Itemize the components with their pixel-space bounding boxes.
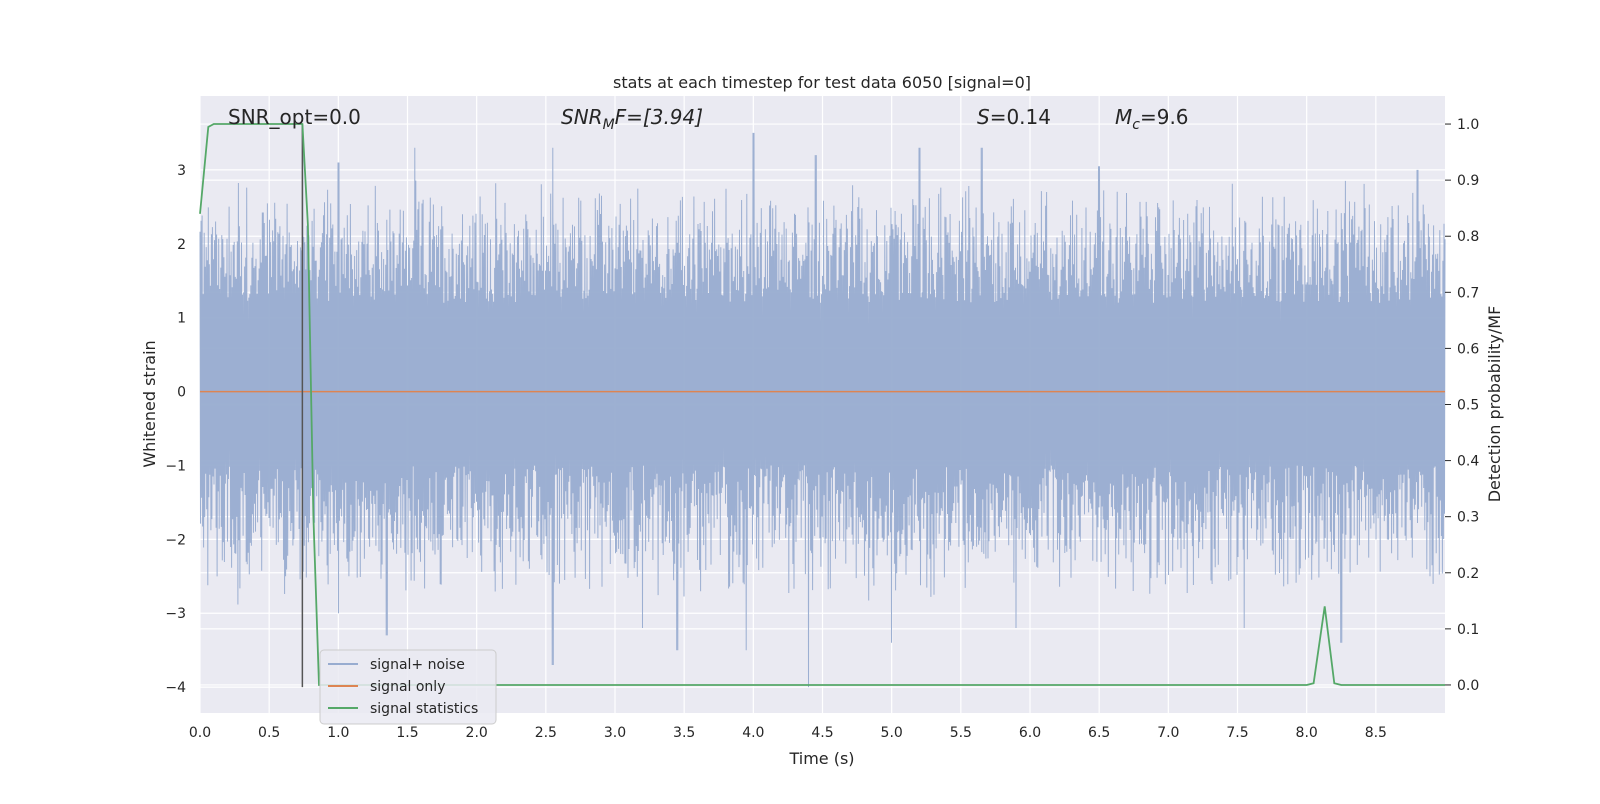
x-tick-label: 3.5 <box>673 725 695 741</box>
legend: signal+ noise signal only signal statist… <box>319 649 497 725</box>
x-tick-label: 3.0 <box>604 725 626 741</box>
y2-tick-label: 1.0 <box>1457 117 1479 133</box>
y2-tick-label: 0.0 <box>1457 678 1479 694</box>
x-tick-label: 6.5 <box>1088 725 1110 741</box>
snr-mf-sub: M <box>603 117 615 133</box>
x-tick-label: 7.0 <box>1157 725 1179 741</box>
y-axis-label: Whitened strain <box>140 340 159 467</box>
s-base: S <box>977 105 990 129</box>
y2-tick-label: 0.4 <box>1457 454 1479 470</box>
x-tick-label: 0.5 <box>258 725 280 741</box>
y-tick-label: 2 <box>177 237 186 253</box>
noise-series <box>199 125 1446 688</box>
snr-mf-base: SNR <box>561 105 603 129</box>
y2-tick-label: 0.6 <box>1457 341 1479 357</box>
annotation-mc: Mc=9.6 <box>1115 105 1189 133</box>
mc-sub: c <box>1132 117 1140 133</box>
annotation-snr-opt: SNR_opt=0.0 <box>228 105 361 129</box>
y2-tick-label: 0.3 <box>1457 510 1479 526</box>
x-tick-label: 5.5 <box>950 725 972 741</box>
y2-tick-label: 0.8 <box>1457 229 1479 245</box>
y-tick-label: 3 <box>177 163 186 179</box>
ticks: 0.0 0.5 1.0 1.5 2.0 2.5 3.0 3.5 4.0 4.5 5.0 5.5 6.0 6… <box>165 117 1479 741</box>
y2-tick-label: 0.5 <box>1457 398 1479 414</box>
legend-label-signal-statistics: signal statistics <box>370 701 478 717</box>
chart-title: stats at each timestep for test data 605… <box>613 73 1031 92</box>
legend-label-signal-noise: signal+ noise <box>370 657 465 673</box>
x-tick-label: 8.0 <box>1296 725 1318 741</box>
annotation-snr-mf: SNRMF=[3.94] <box>561 105 703 133</box>
y2-tick-label: 0.9 <box>1457 173 1479 189</box>
legend-box <box>319 649 497 725</box>
x-tick-label: 2.5 <box>535 725 557 741</box>
y2-tick-label: 0.1 <box>1457 622 1479 638</box>
x-tick-label: 4.5 <box>811 725 833 741</box>
series-signal-noise <box>199 125 1446 688</box>
y2-axis-label: Detection probability/MF <box>1485 306 1504 503</box>
y-tick-label: −3 <box>165 606 186 622</box>
y-tick-label: −2 <box>165 532 186 548</box>
x-tick-label: 8.5 <box>1365 725 1387 741</box>
x-tick-label: 6.0 <box>1019 725 1041 741</box>
snr-mf-rest: F=[3.94] <box>615 105 703 129</box>
s-value: =0.14 <box>990 105 1051 129</box>
x-tick-label: 0.0 <box>189 725 211 741</box>
x-tick-label: 1.0 <box>327 725 349 741</box>
mc-value: =9.6 <box>1140 105 1189 129</box>
annotation-s: S=0.14 <box>977 105 1051 129</box>
x-axis-label: Time (s) <box>788 749 854 768</box>
x-tick-label: 2.0 <box>466 725 488 741</box>
y-tick-label: 0 <box>177 385 186 401</box>
y2-tick-label: 0.2 <box>1457 566 1479 582</box>
mc-base: M <box>1115 105 1132 129</box>
y2-tick-label: 0.7 <box>1457 285 1479 301</box>
x-tick-label: 5.0 <box>881 725 903 741</box>
y-tick-label: −4 <box>165 680 186 696</box>
y-tick-label: 1 <box>177 311 186 327</box>
legend-label-signal-only: signal only <box>370 679 445 695</box>
x-tick-label: 7.5 <box>1226 725 1248 741</box>
x-tick-label: 4.0 <box>742 725 764 741</box>
x-tick-label: 1.5 <box>396 725 418 741</box>
y-tick-label: −1 <box>165 458 186 474</box>
